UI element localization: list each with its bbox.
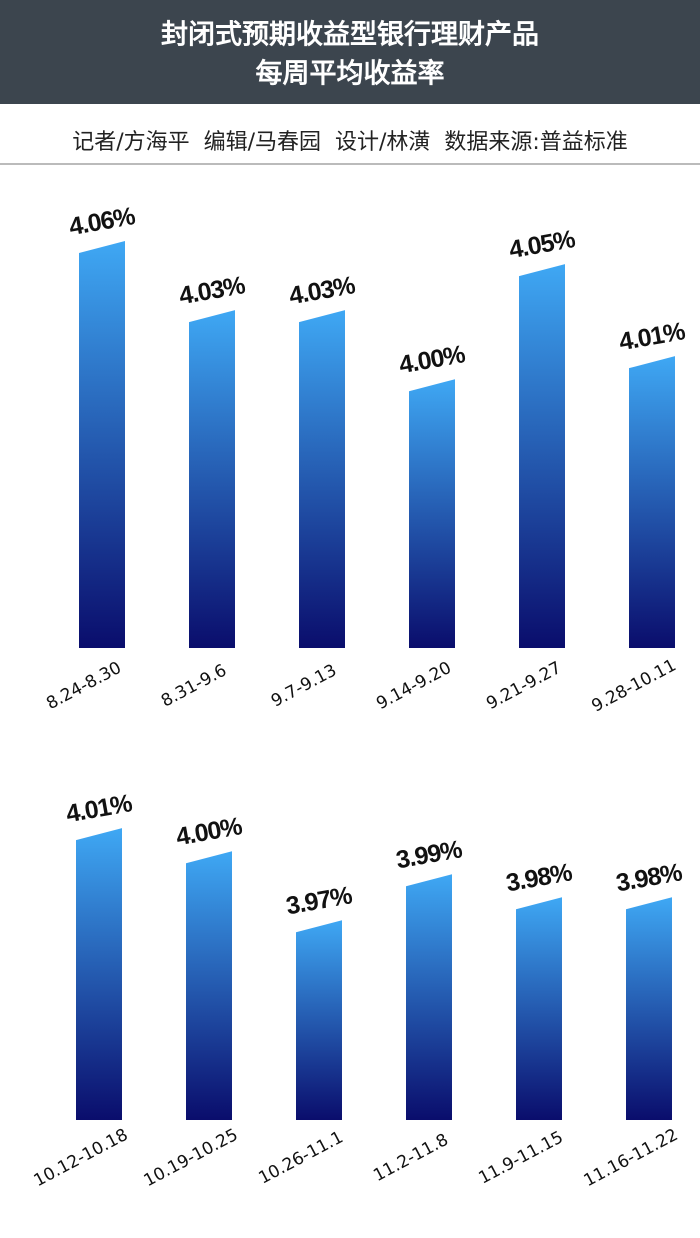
header-band — [0, 0, 700, 104]
bar — [76, 828, 122, 1120]
x-tick-label: 11.2-11.8 — [370, 1130, 452, 1186]
value-label: 4.00% — [397, 340, 468, 379]
value-label: 4.03% — [287, 271, 358, 310]
bar — [186, 851, 232, 1120]
x-tick-label: 9.28-10.11 — [588, 655, 679, 716]
value-label: 4.01% — [617, 317, 688, 356]
bar — [519, 264, 565, 648]
value-label: 4.03% — [177, 271, 248, 310]
title-line: 每周平均收益率 — [256, 58, 445, 90]
x-tick-label: 11.9-11.15 — [475, 1127, 566, 1188]
x-tick-label: 9.14-9.20 — [373, 658, 455, 714]
value-label: 3.99% — [394, 835, 465, 874]
byline: 记者/方海平 编辑/马春园 设计/林潢 数据来源:普益标准 — [72, 130, 628, 155]
x-tick-label: 9.7-9.13 — [268, 660, 340, 711]
bar — [629, 356, 675, 648]
x-tick-label: 10.12-10.18 — [31, 1125, 132, 1191]
x-tick-label: 8.31-9.6 — [158, 660, 230, 711]
bar — [516, 897, 562, 1120]
value-label: 4.06% — [67, 202, 138, 241]
value-label: 3.97% — [284, 881, 355, 920]
bar — [189, 310, 235, 648]
x-tick-label: 9.21-9.27 — [483, 658, 565, 714]
x-tick-label: 11.16-11.22 — [581, 1125, 682, 1191]
value-label: 4.05% — [507, 225, 578, 264]
bar — [79, 241, 125, 649]
x-tick-label: 10.19-10.25 — [141, 1125, 242, 1191]
bar — [406, 874, 452, 1120]
value-label: 4.00% — [174, 812, 245, 851]
bar — [626, 897, 672, 1120]
x-tick-label: 10.26-11.1 — [255, 1127, 346, 1188]
value-label: 3.98% — [504, 858, 575, 897]
bar — [299, 310, 345, 648]
value-label: 4.01% — [64, 789, 135, 828]
bar — [296, 920, 342, 1120]
x-tick-label: 8.24-8.30 — [43, 658, 125, 714]
title-line: 封闭式预期收益型银行理财产品 — [161, 19, 539, 51]
value-label: 3.98% — [614, 858, 685, 897]
bar — [409, 379, 455, 648]
